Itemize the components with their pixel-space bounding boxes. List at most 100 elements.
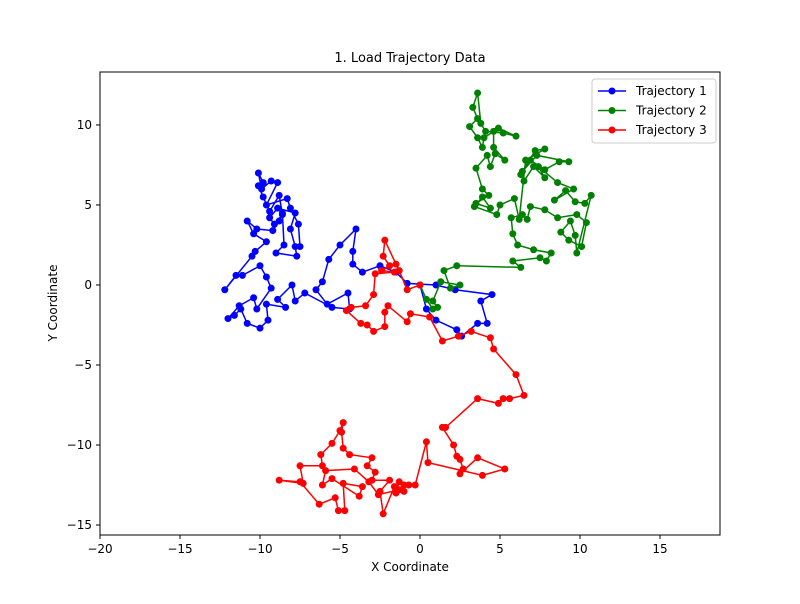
trajectory-point bbox=[480, 134, 488, 142]
x-tick-label: 5 bbox=[496, 542, 504, 556]
trajectory-point bbox=[318, 278, 326, 286]
trajectory-point bbox=[390, 268, 398, 276]
trajectory-point bbox=[542, 257, 550, 265]
trajectory-point bbox=[221, 286, 229, 294]
trajectory-point bbox=[491, 150, 499, 158]
trajectory-point bbox=[474, 134, 482, 142]
trajectory-point bbox=[478, 193, 486, 201]
trajectory-point bbox=[266, 207, 274, 215]
trajectory-point bbox=[269, 227, 277, 235]
trajectory-point bbox=[438, 337, 446, 345]
trajectory-point bbox=[424, 459, 432, 467]
legend: Trajectory 1 Trajectory 2 Trajectory 3 bbox=[591, 78, 717, 144]
trajectory-point bbox=[482, 127, 490, 135]
trajectory-point bbox=[547, 249, 555, 257]
trajectory-point bbox=[328, 439, 336, 447]
trajectory-point bbox=[478, 471, 486, 479]
legend-box bbox=[591, 78, 717, 144]
trajectory-point bbox=[453, 326, 461, 334]
trajectory-point bbox=[256, 262, 264, 270]
trajectory-point bbox=[486, 163, 494, 171]
trajectory-point bbox=[405, 481, 413, 489]
legend-marker bbox=[608, 87, 616, 95]
trajectory-point bbox=[318, 481, 326, 489]
trajectory-point bbox=[554, 179, 562, 187]
y-tick-label: 10 bbox=[77, 118, 92, 132]
trajectory-point bbox=[522, 156, 530, 164]
trajectory-point bbox=[483, 151, 491, 159]
legend-label: Trajectory 3 bbox=[635, 123, 707, 137]
trajectory-point bbox=[400, 481, 408, 489]
legend-marker bbox=[608, 107, 616, 114]
trajectory-point bbox=[363, 321, 371, 329]
trajectory-point bbox=[258, 185, 266, 193]
trajectory-point bbox=[472, 199, 480, 207]
trajectory-point bbox=[358, 268, 366, 276]
trajectory-point bbox=[570, 185, 578, 193]
trajectory-point bbox=[411, 481, 419, 489]
trajectory-point bbox=[536, 254, 544, 262]
legend-label: Trajectory 1 bbox=[635, 84, 707, 98]
trajectory-point bbox=[294, 220, 302, 228]
trajectory-point bbox=[437, 278, 445, 286]
y-tick-label: 0 bbox=[84, 278, 92, 292]
trajectory-point bbox=[334, 507, 342, 515]
trajectory-point bbox=[454, 332, 462, 340]
trajectory-point bbox=[224, 315, 232, 323]
trajectory-point bbox=[370, 327, 378, 335]
trajectory-point bbox=[474, 319, 482, 327]
trajectory-point bbox=[515, 215, 523, 223]
trajectory-point bbox=[266, 214, 274, 222]
trajectory-point bbox=[259, 179, 267, 187]
trajectory-point bbox=[278, 211, 286, 219]
trajectory-point bbox=[474, 454, 482, 462]
trajectory-point bbox=[587, 191, 595, 199]
trajectory-point bbox=[555, 158, 563, 166]
x-tick-label: 15 bbox=[652, 542, 667, 556]
trajectory-point bbox=[432, 316, 440, 324]
trajectory-point bbox=[243, 217, 251, 225]
trajectory-point bbox=[374, 491, 382, 499]
trajectory-point bbox=[283, 195, 291, 203]
trajectory-point bbox=[510, 195, 518, 203]
trajectory-point bbox=[267, 284, 275, 292]
trajectory-point bbox=[395, 486, 403, 494]
trajectory-point bbox=[275, 191, 283, 199]
trajectory-point bbox=[381, 236, 389, 244]
trajectory-point bbox=[426, 313, 434, 321]
trajectory-point bbox=[259, 193, 267, 201]
trajectory-point bbox=[264, 316, 272, 324]
trajectory-point bbox=[339, 419, 347, 427]
trajectory-point bbox=[274, 179, 282, 187]
trajectory-point bbox=[355, 492, 363, 500]
y-tick-label: −10 bbox=[67, 438, 92, 452]
trajectory-point bbox=[565, 158, 573, 166]
trajectory-point bbox=[571, 198, 579, 206]
trajectory-point bbox=[296, 478, 304, 486]
trajectory-point bbox=[357, 319, 365, 327]
trajectory-point bbox=[512, 132, 520, 140]
trajectory-point bbox=[272, 249, 280, 257]
x-tick-label: −20 bbox=[87, 542, 112, 556]
trajectory-point bbox=[274, 204, 282, 212]
trajectory-point bbox=[250, 294, 258, 302]
legend-label: Trajectory 2 bbox=[635, 104, 707, 118]
trajectory-point bbox=[251, 247, 259, 255]
trajectory-point bbox=[509, 230, 517, 238]
trajectory-point bbox=[339, 444, 347, 452]
trajectory-point bbox=[317, 451, 325, 459]
trajectory-point bbox=[472, 164, 480, 172]
trajectory-point bbox=[493, 211, 501, 219]
x-tick-label: −10 bbox=[247, 542, 272, 556]
trajectory-point bbox=[507, 214, 515, 222]
trajectory-point bbox=[296, 462, 304, 470]
x-tick-label: −15 bbox=[167, 542, 192, 556]
trajectory-point bbox=[566, 217, 574, 225]
y-tick-label: −5 bbox=[74, 358, 92, 372]
trajectory-point bbox=[379, 510, 387, 518]
trajectory-point bbox=[520, 177, 528, 185]
trajectory-point bbox=[254, 169, 262, 177]
trajectory-point bbox=[322, 467, 330, 475]
y-tick-label: 5 bbox=[84, 198, 92, 212]
trajectory-point bbox=[381, 323, 389, 331]
